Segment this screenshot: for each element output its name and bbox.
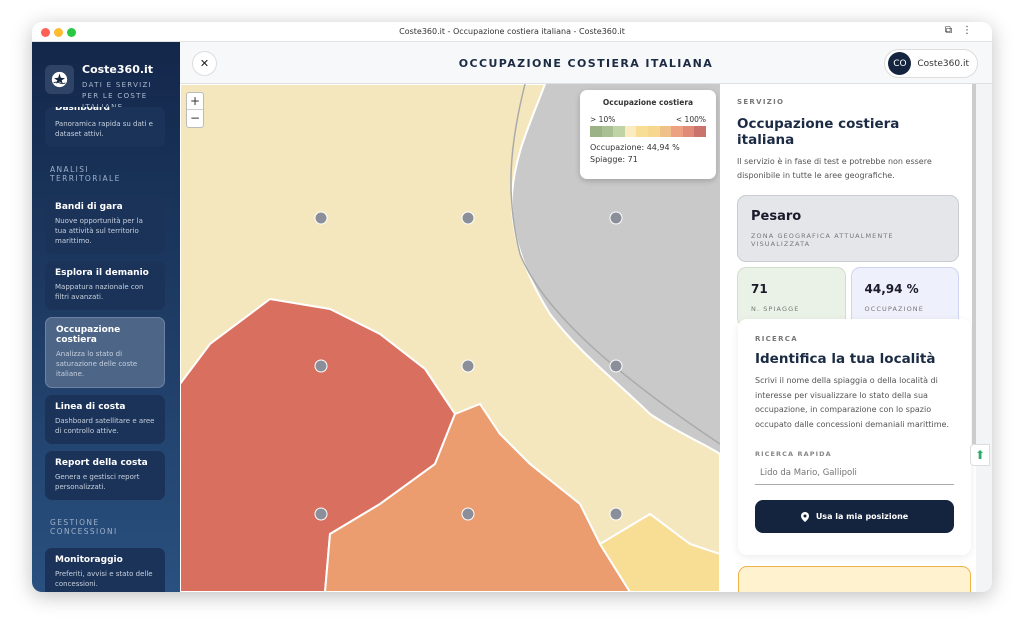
boundary-line: [510, 84, 720, 445]
map-marker[interactable]: [461, 359, 475, 373]
sidebar-item-occupazione[interactable]: Occupazione costiera Analizza lo stato di…: [45, 317, 165, 388]
user-menu[interactable]: CO Coste360.it: [884, 49, 978, 78]
map-legend: Occupazione costiera > 10% < 100% Occupaz…: [580, 90, 716, 179]
warning-card: [738, 566, 971, 592]
map-markers: [314, 211, 623, 521]
occupancy-stat: 44,94 % OCCUPAZIONE: [850, 267, 959, 327]
legend-swatch: [659, 126, 672, 137]
map-marker[interactable]: [314, 359, 328, 373]
sidebar: Coste360.it DATI E SERVIZI PER LE COSTE …: [32, 42, 180, 592]
feedback-icon[interactable]: ⬆: [970, 444, 990, 466]
map-marker[interactable]: [609, 359, 623, 373]
zoom-out-button[interactable]: −: [189, 111, 201, 125]
legend-color-scale: [590, 126, 706, 137]
brand-name: Coste360.it: [82, 63, 154, 76]
search-card: RICERCA Identifica la tua località Scriv…: [738, 319, 971, 555]
region-low-occupancy: [598, 512, 720, 592]
close-button[interactable]: ✕: [192, 51, 217, 76]
legend-swatch: [694, 126, 706, 137]
legend-swatch: [682, 126, 695, 137]
zoom-control: + −: [186, 92, 204, 128]
map-marker[interactable]: [609, 211, 623, 225]
search-input[interactable]: [755, 458, 954, 485]
logo-icon: [45, 65, 74, 94]
zone-card: Pesaro ZONA GEOGRAFICA ATTUALMENTE VISUA…: [737, 195, 959, 262]
legend-swatch: [671, 126, 683, 137]
scrollbar[interactable]: [972, 84, 976, 464]
browser-window: Coste360.it - Occupazione costiera itali…: [32, 22, 992, 592]
section-label: GESTIONE CONCESSIONI: [50, 518, 118, 536]
legend-swatch: [636, 126, 648, 137]
map-marker[interactable]: [461, 211, 475, 225]
use-location-button[interactable]: Usa la mia posizione: [755, 500, 954, 533]
sidebar-item-dashboard[interactable]: Dashboard Panoramica rapida su dati e da…: [45, 107, 165, 147]
location-pin-icon: [800, 511, 809, 522]
maximize-window-button[interactable]: [67, 28, 76, 37]
minimize-window-button[interactable]: [54, 28, 63, 37]
avatar: CO: [888, 52, 912, 75]
sidebar-item-demanio[interactable]: Esplora il demanio Mappatura nazionale co…: [45, 261, 165, 310]
browser-titlebar: Coste360.it - Occupazione costiera itali…: [32, 22, 992, 42]
legend-swatch: [613, 126, 625, 137]
section-label: ANALISI TERRITORIALE: [50, 165, 121, 183]
sidebar-item-linea-costa[interactable]: Linea di costa Dashboard satellitare e ar…: [45, 395, 165, 444]
info-panel: SERVIZIO Occupazione costiera italiana I…: [720, 84, 990, 592]
legend-swatch: [624, 126, 637, 137]
legend-swatch: [601, 126, 614, 137]
legend-swatch: [647, 126, 660, 137]
zoom-in-button[interactable]: +: [187, 93, 203, 110]
sidebar-item-monitoraggio[interactable]: Monitoraggio Preferiti, avvisi e stato de…: [45, 548, 165, 592]
map[interactable]: + − Occupazione costiera > 10% < 100% Occ…: [180, 84, 720, 592]
page-title: OCCUPAZIONE COSTIERA ITALIANA: [458, 57, 714, 70]
close-window-button[interactable]: [41, 28, 50, 37]
map-marker[interactable]: [609, 507, 623, 521]
map-marker[interactable]: [314, 507, 328, 521]
more-menu-icon[interactable]: ⋮: [962, 25, 982, 36]
beaches-stat: 71 N. SPIAGGE: [737, 267, 846, 327]
map-marker[interactable]: [314, 211, 328, 225]
map-canvas[interactable]: [180, 84, 720, 592]
legend-swatch: [590, 126, 602, 137]
sidebar-item-bandi[interactable]: Bandi di gara Nuove opportunità per la tu…: [45, 195, 165, 254]
window-title: Coste360.it - Occupazione costiera itali…: [399, 27, 625, 36]
sidebar-item-report[interactable]: Report della costa Genera e gestisci repo…: [45, 451, 165, 500]
app-header: ✕ OCCUPAZIONE COSTIERA ITALIANA CO Coste…: [180, 42, 992, 84]
map-marker[interactable]: [461, 507, 475, 521]
extensions-icon[interactable]: ⧉: [944, 25, 962, 36]
user-name: Coste360.it: [917, 58, 969, 69]
panel-title: Occupazione costiera italiana: [737, 116, 900, 148]
